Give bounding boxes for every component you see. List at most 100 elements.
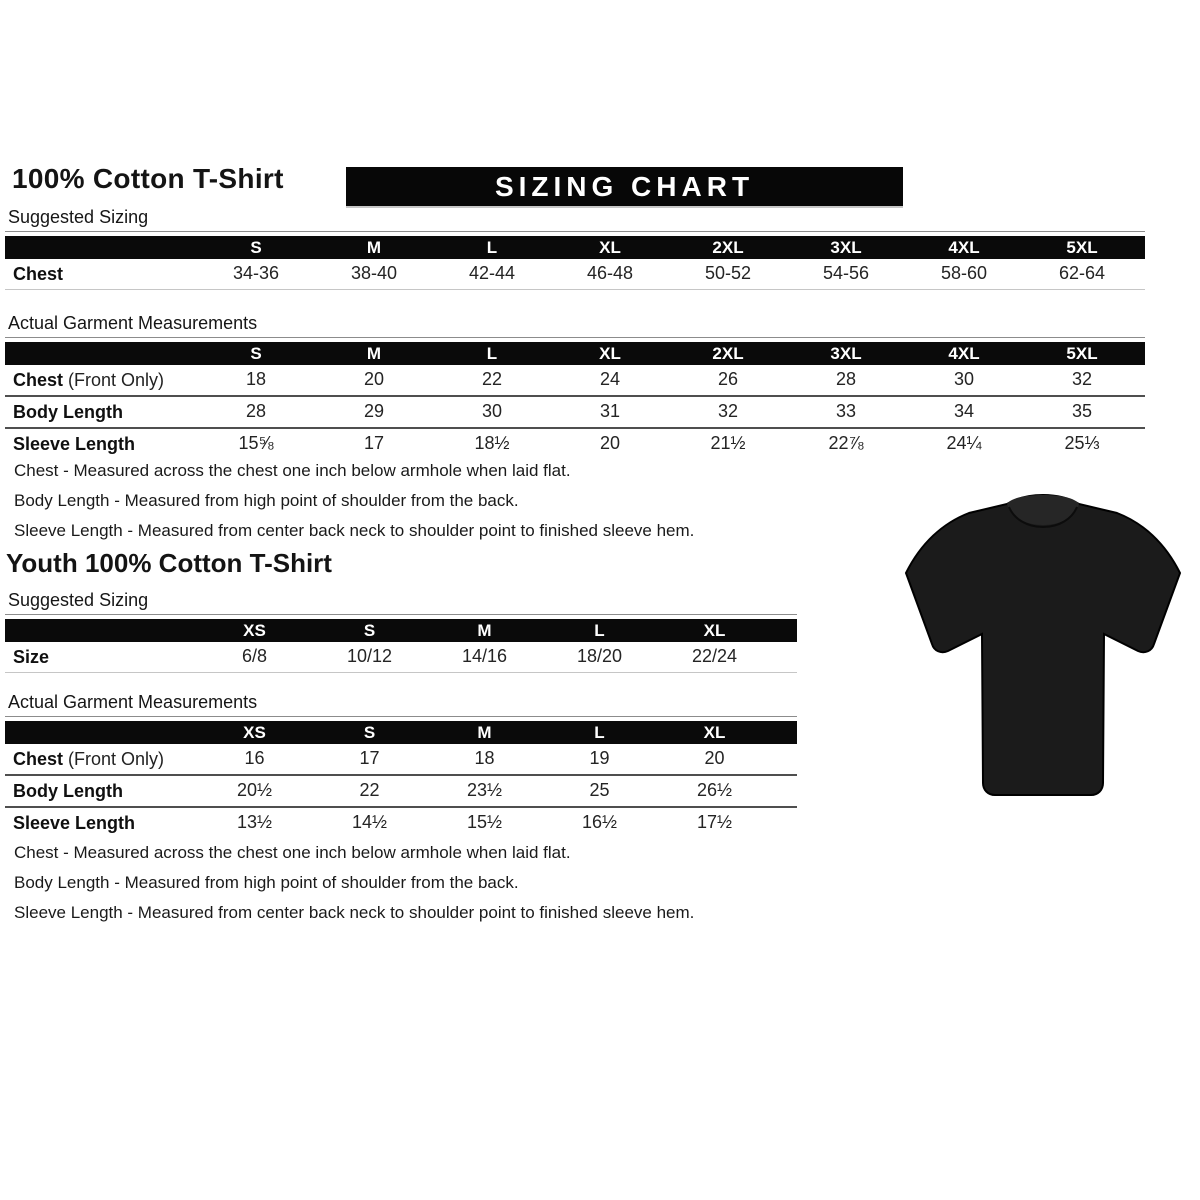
size-col-header: XS xyxy=(243,723,266,742)
cell-value: 54-56 xyxy=(822,263,870,283)
page-title: 100% Cotton T-Shirt xyxy=(12,163,284,194)
cell-value: 21½ xyxy=(710,433,746,453)
cell-value: 34 xyxy=(953,401,975,421)
cell-value: 20 xyxy=(363,369,385,389)
cell-value: 29 xyxy=(363,401,385,421)
cell-value: 38-40 xyxy=(350,263,398,283)
adult-actual-measurements-section: Actual Garment Measurements S M L XL 2XL… xyxy=(5,313,1145,459)
row-label-suffix: (Front Only) xyxy=(68,369,165,390)
cell-value: 25⅓ xyxy=(1064,433,1100,453)
cell-value: 14/16 xyxy=(461,646,508,666)
table-row-body-length: Body Length 20½ 22 23½ 25 26½ xyxy=(5,776,797,808)
cell-value: 23½ xyxy=(466,780,503,800)
cell-value: 35 xyxy=(1071,401,1093,421)
size-col-header: 2XL xyxy=(712,238,744,257)
cell-value: 32 xyxy=(717,401,739,421)
cell-value: 20½ xyxy=(236,780,273,800)
section-label-suggested-sizing: Suggested Sizing xyxy=(5,590,797,615)
youth-section-title: Youth 100% Cotton T-Shirt xyxy=(6,548,332,578)
youth-actual-header-row: XS S M L XL xyxy=(5,721,797,744)
section-label-actual-measurements: Actual Garment Measurements xyxy=(5,313,1145,338)
row-label-suffix: (Front Only) xyxy=(68,748,165,769)
cell-value: 15⅝ xyxy=(238,433,274,453)
cell-value: 50-52 xyxy=(704,263,752,283)
cell-value: 20 xyxy=(704,748,725,768)
size-col-header: S xyxy=(250,238,262,257)
cell-value: 16 xyxy=(244,748,265,768)
adult-actual-header-row: S M L XL 2XL 3XL 4XL 5XL xyxy=(5,342,1145,365)
cell-value: 26 xyxy=(717,369,739,389)
cell-value: 17½ xyxy=(696,812,733,832)
row-label: Sleeve Length xyxy=(13,433,136,454)
cell-value: 22⅞ xyxy=(828,433,864,453)
size-col-header: 3XL xyxy=(830,238,862,257)
cell-value: 18 xyxy=(245,369,267,389)
cell-value: 18/20 xyxy=(576,646,623,666)
size-col-header: 3XL xyxy=(830,344,862,363)
cell-value: 42-44 xyxy=(468,263,516,283)
tshirt-graphic xyxy=(904,493,1182,796)
cell-value: 25 xyxy=(589,780,610,800)
note-body-length: Body Length - Measured from high point o… xyxy=(14,491,519,510)
section-label-suggested-sizing: Suggested Sizing xyxy=(5,207,1145,232)
cell-value: 14½ xyxy=(351,812,388,832)
size-col-header: XL xyxy=(703,621,726,640)
cell-value: 28 xyxy=(245,401,267,421)
row-label: Chest xyxy=(13,263,64,284)
row-label: Size xyxy=(13,646,50,667)
note-chest: Chest - Measured across the chest one in… xyxy=(14,843,571,862)
size-col-header: 5XL xyxy=(1066,344,1098,363)
cell-value: 6/8 xyxy=(241,646,268,666)
size-col-header: L xyxy=(594,723,605,742)
cell-value: 22 xyxy=(359,780,380,800)
row-label: Body Length xyxy=(13,780,123,801)
row-label: Sleeve Length xyxy=(13,812,136,833)
adult-suggested-header-row: S M L XL 2XL 3XL 4XL 5XL xyxy=(5,236,1145,259)
table-row: Chest 34-36 38-40 42-44 46-48 50-52 54-5… xyxy=(5,259,1145,290)
cell-value: 17 xyxy=(359,748,380,768)
youth-suggested-header-row: XS S M L XL xyxy=(5,619,797,642)
size-col-header: L xyxy=(486,238,498,257)
cell-value: 46-48 xyxy=(586,263,634,283)
cell-value: 22/24 xyxy=(691,646,738,666)
cell-value: 18½ xyxy=(474,433,510,453)
cell-value: 20 xyxy=(599,433,621,453)
table-row-chest: Chest (Front Only) 16 17 18 19 20 xyxy=(5,744,797,776)
size-col-header: XL xyxy=(703,723,726,742)
cell-value: 26½ xyxy=(696,780,733,800)
size-col-header: 4XL xyxy=(948,344,980,363)
size-col-header: L xyxy=(594,621,605,640)
row-label: Body Length xyxy=(13,401,123,422)
cell-value: 19 xyxy=(589,748,610,768)
size-col-header: L xyxy=(486,344,498,363)
cell-value: 17 xyxy=(363,433,385,453)
sizing-chart-banner: SIZING CHART xyxy=(346,167,903,206)
size-col-header: XL xyxy=(599,238,621,257)
cell-value: 13½ xyxy=(236,812,273,832)
cell-value: 31 xyxy=(599,401,621,421)
youth-suggested-sizing-section: Suggested Sizing XS S M L XL Size 6/8 10… xyxy=(5,590,797,673)
note-chest: Chest - Measured across the chest one in… xyxy=(14,461,571,480)
adult-suggested-sizing-section: Suggested Sizing S M L XL 2XL 3XL 4XL 5X… xyxy=(5,207,1145,290)
cell-value: 22 xyxy=(481,369,503,389)
youth-measurement-notes: Chest - Measured across the chest one in… xyxy=(14,843,694,933)
cell-value: 15½ xyxy=(466,812,503,832)
table-row-size: Size 6/8 10/12 14/16 18/20 22/24 xyxy=(5,642,797,673)
table-row-sleeve-length: Sleeve Length 15⅝ 17 18½ 20 21½ 22⅞ 24¼ … xyxy=(5,429,1145,459)
size-col-header: M xyxy=(477,723,492,742)
cell-value: 24¼ xyxy=(946,433,982,453)
size-col-header: M xyxy=(477,621,492,640)
youth-actual-measurements-section: Actual Garment Measurements XS S M L XL … xyxy=(5,692,797,838)
table-row-chest: Chest (Front Only) 18 20 22 24 26 28 30 … xyxy=(5,365,1145,397)
size-col-header: 4XL xyxy=(948,238,980,257)
cell-value: 62-64 xyxy=(1058,263,1106,283)
cell-value: 28 xyxy=(835,369,857,389)
cell-value: 10/12 xyxy=(346,646,393,666)
cell-value: 16½ xyxy=(581,812,618,832)
size-col-header: XS xyxy=(243,621,266,640)
section-label-actual-measurements: Actual Garment Measurements xyxy=(5,692,797,717)
cell-value: 18 xyxy=(474,748,495,768)
row-label: Chest xyxy=(13,369,64,390)
black-tshirt-image xyxy=(893,486,1193,806)
